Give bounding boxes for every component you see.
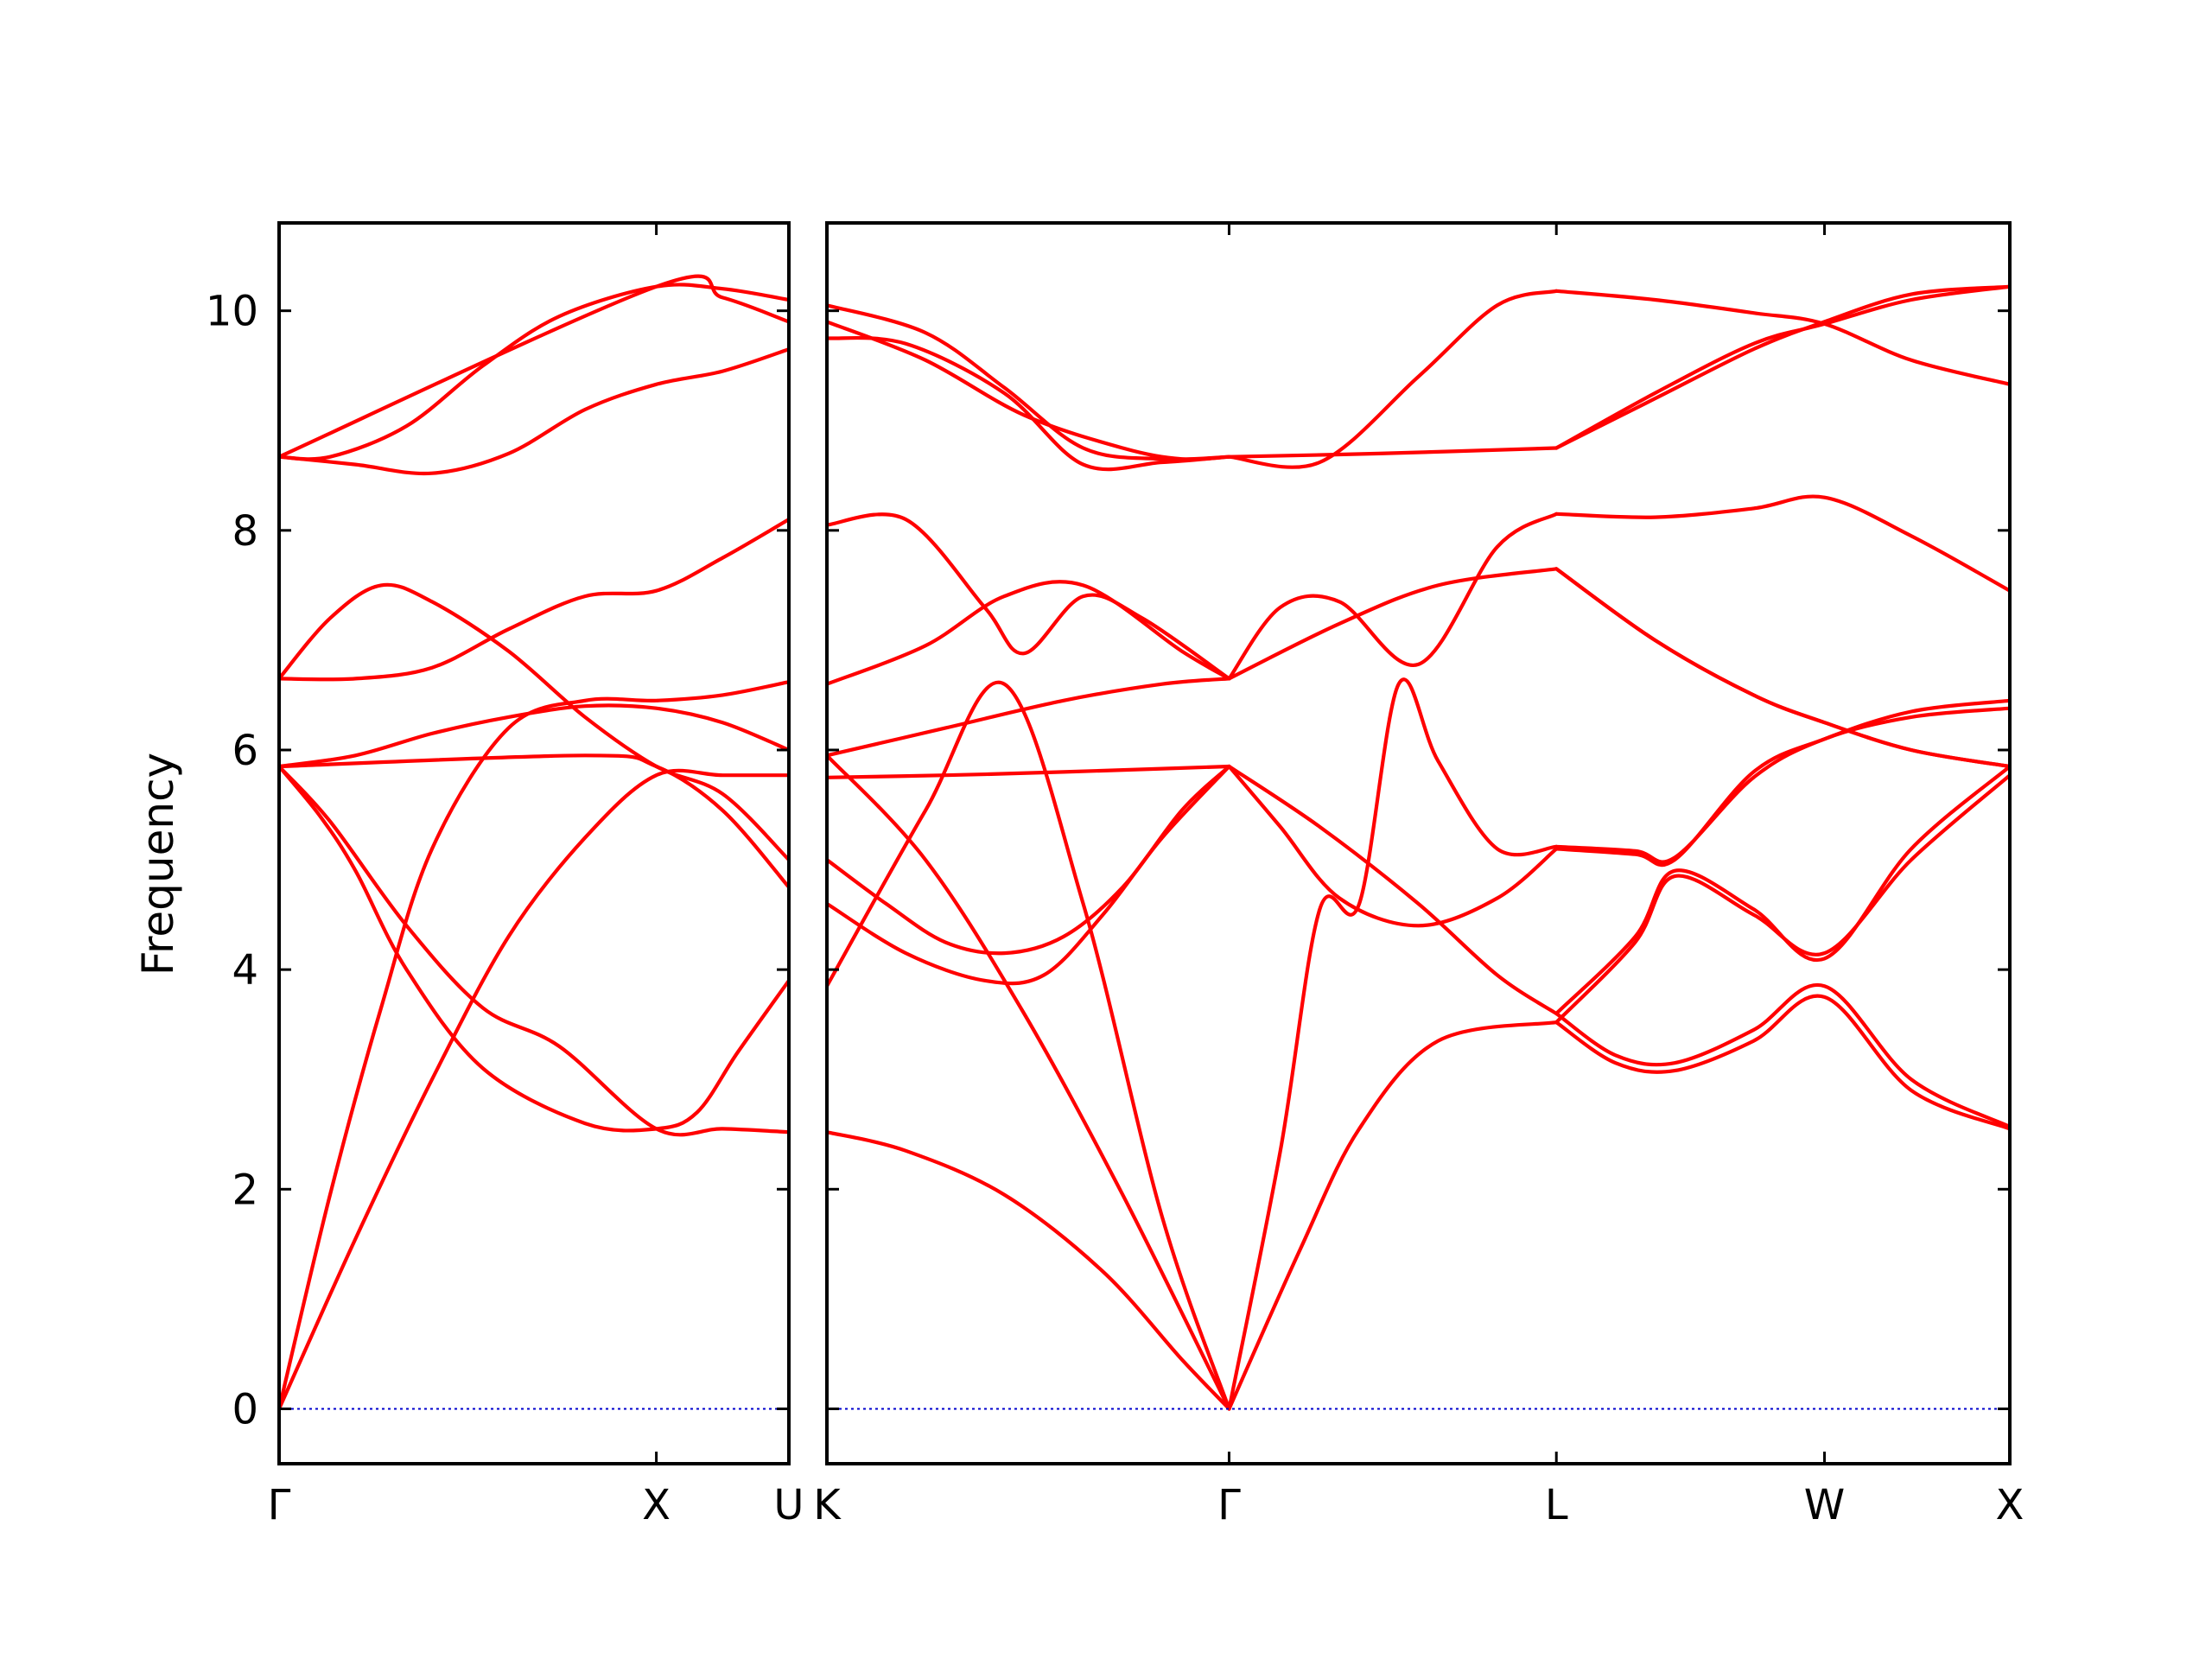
right-band-31 [1554,773,2010,1025]
left-xtick-label-2: U [773,1481,804,1529]
right-band-17 [827,303,1231,461]
right-band-14 [1227,764,1559,1016]
left-band-3 [279,764,789,1137]
right-band-29 [1554,982,2010,1128]
right-bands [827,284,2010,1411]
right-band-13 [1227,764,1559,928]
right-xtick-label-1: Γ [1217,1481,1241,1529]
ytick-label-6: 6 [232,727,258,775]
right-band-16 [827,335,1231,472]
right-band-19 [1227,446,1559,459]
right-band-7 [827,764,1231,779]
left-band-2 [279,764,789,1133]
right-band-12 [1227,512,1559,681]
right-band-6 [827,764,1231,956]
right-band-10 [827,512,1231,681]
left-band-5 [279,582,789,862]
left-band-7 [279,753,789,889]
ytick-label-10: 10 [206,288,258,336]
right-band-18 [1227,289,1559,469]
right-band-28 [1554,994,2010,1131]
right-axes-frame [825,221,2012,1465]
right-band-2 [827,680,1231,1411]
right-band-3 [1227,1020,1559,1411]
right-xtick-label-2: L [1545,1481,1568,1529]
right-band-30 [1554,764,2010,1016]
right-xtick-label-3: W [1804,1481,1845,1529]
right-band-21 [1554,284,2010,450]
right-band-22 [1554,284,2010,450]
right-band-27 [1554,706,2010,864]
left-band-8 [279,347,789,476]
right-band-1 [827,753,1231,1411]
left-band-0 [279,680,789,1411]
left-xtick-label-0: Γ [268,1481,291,1529]
left-xtick-label-1: X [642,1481,671,1529]
left-axes-frame [277,221,791,1465]
left-band-4 [279,703,789,769]
left-band-6 [279,518,789,682]
right-band-26 [1554,698,2010,868]
ytick-label-8: 8 [232,507,258,556]
left-band-1 [279,768,789,1411]
ytick-label-4: 4 [232,946,258,995]
ytick-label-0: 0 [232,1385,258,1433]
y-axis-label: Frequency [133,753,183,976]
right-xtick-label-0: K [813,1481,842,1529]
right-xtick-label-4: X [1996,1481,2024,1529]
right-band-4 [1227,677,1559,1411]
right-band-23 [1554,494,2010,593]
right-band-0 [827,1130,1231,1411]
right-band-25 [1554,567,2010,769]
right-band-11 [1227,567,1559,681]
left-panel: 0 2 4 6 8 10 Γ X U [206,221,804,1529]
left-band-9 [279,283,789,461]
right-band-9 [827,580,1231,686]
ytick-label-2: 2 [232,1166,258,1214]
left-band-10 [279,274,789,459]
right-band-20 [1554,289,2010,386]
right-band-8 [827,677,1231,758]
left-bands [279,274,789,1411]
